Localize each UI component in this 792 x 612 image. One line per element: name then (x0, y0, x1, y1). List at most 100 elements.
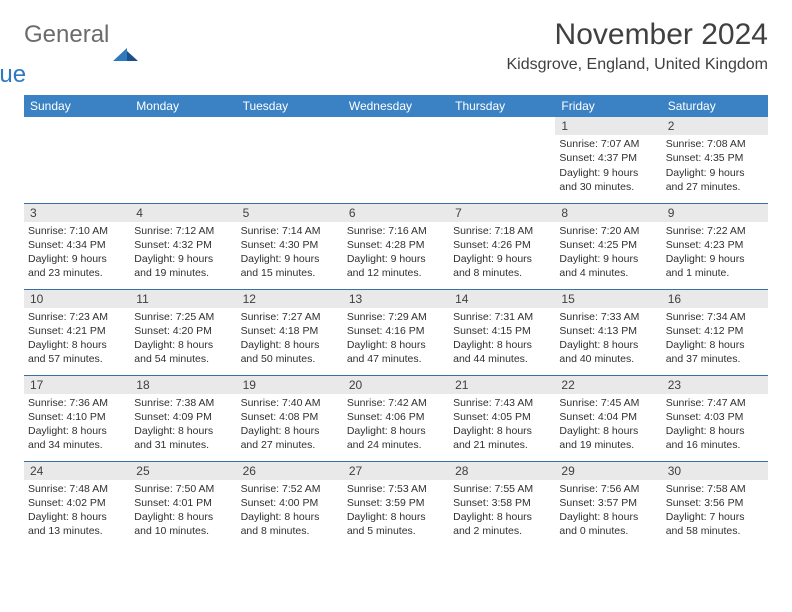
day-body: Sunrise: 7:34 AMSunset: 4:12 PMDaylight:… (662, 308, 768, 371)
daylight-text: Daylight: 8 hours and 16 minutes. (666, 424, 764, 452)
day-body: Sunrise: 7:45 AMSunset: 4:04 PMDaylight:… (555, 394, 661, 457)
sunrise-text: Sunrise: 7:14 AM (241, 224, 339, 238)
day-number: 16 (662, 290, 768, 308)
daylight-text: Daylight: 9 hours and 8 minutes. (453, 252, 551, 280)
day-body: Sunrise: 7:23 AMSunset: 4:21 PMDaylight:… (24, 308, 130, 371)
day-body: Sunrise: 7:22 AMSunset: 4:23 PMDaylight:… (662, 222, 768, 285)
day-number: 7 (449, 204, 555, 222)
day-cell: 26Sunrise: 7:52 AMSunset: 4:00 PMDayligh… (237, 461, 343, 547)
sunset-text: Sunset: 4:37 PM (559, 151, 657, 165)
logo-word-general: General (24, 24, 109, 46)
day-number: 11 (130, 290, 236, 308)
daylight-text: Daylight: 8 hours and 57 minutes. (28, 338, 126, 366)
sunset-text: Sunset: 4:05 PM (453, 410, 551, 424)
sunrise-text: Sunrise: 7:18 AM (453, 224, 551, 238)
day-body: Sunrise: 7:33 AMSunset: 4:13 PMDaylight:… (555, 308, 661, 371)
daylight-text: Daylight: 8 hours and 54 minutes. (134, 338, 232, 366)
day-number: 3 (24, 204, 130, 222)
day-cell: 23Sunrise: 7:47 AMSunset: 4:03 PMDayligh… (662, 375, 768, 461)
day-body: Sunrise: 7:12 AMSunset: 4:32 PMDaylight:… (130, 222, 236, 285)
sunset-text: Sunset: 4:04 PM (559, 410, 657, 424)
day-number: 10 (24, 290, 130, 308)
logo-mark-icon (113, 43, 139, 68)
day-cell: 19Sunrise: 7:40 AMSunset: 4:08 PMDayligh… (237, 375, 343, 461)
day-cell: 2Sunrise: 7:08 AMSunset: 4:35 PMDaylight… (662, 117, 768, 203)
day-number (130, 117, 236, 135)
sunrise-text: Sunrise: 7:33 AM (559, 310, 657, 324)
sunset-text: Sunset: 4:35 PM (666, 151, 764, 165)
logo-word-blue: Blue (0, 64, 26, 86)
day-cell: 9Sunrise: 7:22 AMSunset: 4:23 PMDaylight… (662, 203, 768, 289)
day-body: Sunrise: 7:55 AMSunset: 3:58 PMDaylight:… (449, 480, 555, 543)
day-body: Sunrise: 7:14 AMSunset: 4:30 PMDaylight:… (237, 222, 343, 285)
day-body: Sunrise: 7:56 AMSunset: 3:57 PMDaylight:… (555, 480, 661, 543)
sunrise-text: Sunrise: 7:10 AM (28, 224, 126, 238)
week-row: 24Sunrise: 7:48 AMSunset: 4:02 PMDayligh… (24, 461, 768, 547)
day-body: Sunrise: 7:29 AMSunset: 4:16 PMDaylight:… (343, 308, 449, 371)
sunrise-text: Sunrise: 7:48 AM (28, 482, 126, 496)
sunset-text: Sunset: 4:03 PM (666, 410, 764, 424)
day-number: 9 (662, 204, 768, 222)
dow-header: Friday (555, 95, 661, 117)
daylight-text: Daylight: 8 hours and 37 minutes. (666, 338, 764, 366)
sunset-text: Sunset: 4:28 PM (347, 238, 445, 252)
day-body: Sunrise: 7:27 AMSunset: 4:18 PMDaylight:… (237, 308, 343, 371)
sunrise-text: Sunrise: 7:36 AM (28, 396, 126, 410)
day-cell: 22Sunrise: 7:45 AMSunset: 4:04 PMDayligh… (555, 375, 661, 461)
day-cell: 30Sunrise: 7:58 AMSunset: 3:56 PMDayligh… (662, 461, 768, 547)
dow-header: Wednesday (343, 95, 449, 117)
day-number: 2 (662, 117, 768, 135)
day-body: Sunrise: 7:43 AMSunset: 4:05 PMDaylight:… (449, 394, 555, 457)
sunrise-text: Sunrise: 7:22 AM (666, 224, 764, 238)
sunset-text: Sunset: 4:16 PM (347, 324, 445, 338)
sunrise-text: Sunrise: 7:25 AM (134, 310, 232, 324)
sunrise-text: Sunrise: 7:58 AM (666, 482, 764, 496)
sunset-text: Sunset: 4:34 PM (28, 238, 126, 252)
sunset-text: Sunset: 3:58 PM (453, 496, 551, 510)
day-cell: 7 Sunrise: 7:18 AMSunset: 4:26 PMDaylight… (449, 203, 555, 289)
day-body: Sunrise: 7:38 AMSunset: 4:09 PMDaylight:… (130, 394, 236, 457)
day-body: Sunrise: 7:48 AMSunset: 4:02 PMDaylight:… (24, 480, 130, 543)
day-cell: 28Sunrise: 7:55 AMSunset: 3:58 PMDayligh… (449, 461, 555, 547)
sunrise-text: Sunrise: 7:52 AM (241, 482, 339, 496)
sunset-text: Sunset: 4:26 PM (453, 238, 551, 252)
day-cell: 6Sunrise: 7:16 AMSunset: 4:28 PMDaylight… (343, 203, 449, 289)
day-body: Sunrise: 7:25 AMSunset: 4:20 PMDaylight:… (130, 308, 236, 371)
sunrise-text: Sunrise: 7:07 AM (559, 137, 657, 151)
sunset-text: Sunset: 4:18 PM (241, 324, 339, 338)
day-body: Sunrise: 7:52 AMSunset: 4:00 PMDaylight:… (237, 480, 343, 543)
daylight-text: Daylight: 8 hours and 10 minutes. (134, 510, 232, 538)
sunset-text: Sunset: 4:09 PM (134, 410, 232, 424)
day-number: 20 (343, 376, 449, 394)
day-cell (449, 117, 555, 203)
sunset-text: Sunset: 4:30 PM (241, 238, 339, 252)
day-cell: 5Sunrise: 7:14 AMSunset: 4:30 PMDaylight… (237, 203, 343, 289)
day-cell: 8Sunrise: 7:20 AMSunset: 4:25 PMDaylight… (555, 203, 661, 289)
dow-header: Sunday (24, 95, 130, 117)
sunset-text: Sunset: 4:15 PM (453, 324, 551, 338)
day-number: 28 (449, 462, 555, 480)
day-cell: 16Sunrise: 7:34 AMSunset: 4:12 PMDayligh… (662, 289, 768, 375)
sunset-text: Sunset: 4:23 PM (666, 238, 764, 252)
day-cell: 12Sunrise: 7:27 AMSunset: 4:18 PMDayligh… (237, 289, 343, 375)
calendar-page: General Blue November 2024 Kidsgrove, En… (0, 0, 792, 565)
day-cell (130, 117, 236, 203)
day-body: Sunrise: 7:47 AMSunset: 4:03 PMDaylight:… (662, 394, 768, 457)
day-body: Sunrise: 7:40 AMSunset: 4:08 PMDaylight:… (237, 394, 343, 457)
day-cell: 21Sunrise: 7:43 AMSunset: 4:05 PMDayligh… (449, 375, 555, 461)
day-number: 8 (555, 204, 661, 222)
day-number (237, 117, 343, 135)
sunrise-text: Sunrise: 7:55 AM (453, 482, 551, 496)
day-body: Sunrise: 7:08 AMSunset: 4:35 PMDaylight:… (662, 135, 768, 198)
day-number: 26 (237, 462, 343, 480)
daylight-text: Daylight: 8 hours and 21 minutes. (453, 424, 551, 452)
daylight-text: Daylight: 8 hours and 19 minutes. (559, 424, 657, 452)
sunset-text: Sunset: 4:00 PM (241, 496, 339, 510)
sunrise-text: Sunrise: 7:56 AM (559, 482, 657, 496)
daylight-text: Daylight: 8 hours and 2 minutes. (453, 510, 551, 538)
sunrise-text: Sunrise: 7:12 AM (134, 224, 232, 238)
day-number: 22 (555, 376, 661, 394)
month-title: November 2024 (507, 18, 769, 52)
daylight-text: Daylight: 8 hours and 50 minutes. (241, 338, 339, 366)
sunset-text: Sunset: 4:10 PM (28, 410, 126, 424)
